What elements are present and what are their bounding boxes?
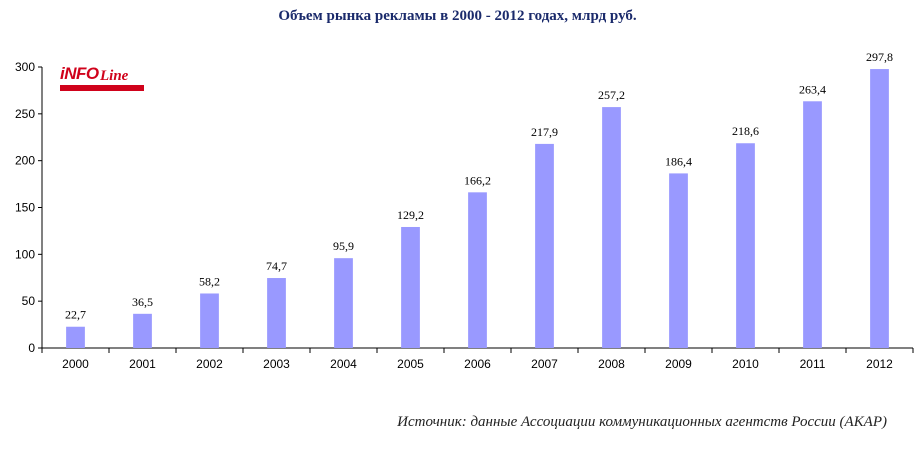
y-tick-label: 100 <box>15 247 35 261</box>
bar-2006 <box>468 192 487 348</box>
data-label-2001: 36,5 <box>132 295 153 309</box>
data-label-2005: 129,2 <box>397 208 424 222</box>
x-tick-label-2008: 2008 <box>598 357 625 371</box>
infoline-logo: iNFO Line <box>60 64 146 96</box>
x-tick-label-2012: 2012 <box>866 357 893 371</box>
source-note: Источник: данные Ассоциации коммуникацио… <box>397 414 887 430</box>
data-label-2002: 58,2 <box>199 274 220 288</box>
bar-2001 <box>133 313 152 348</box>
logo-tagline-bar <box>60 85 144 91</box>
chart-title: Объем рынка рекламы в 2000 - 2012 годах,… <box>278 8 637 24</box>
y-tick-label: 200 <box>15 154 35 168</box>
x-tick-label-2002: 2002 <box>196 357 223 371</box>
data-label-2012: 297,8 <box>866 50 893 64</box>
x-tick-label-2000: 2000 <box>62 357 89 371</box>
bar-2009 <box>669 173 688 348</box>
data-label-2004: 95,9 <box>333 239 354 253</box>
y-tick-label: 300 <box>15 60 35 74</box>
logo-main-text: iNFO <box>60 64 99 83</box>
x-tick-label-2005: 2005 <box>397 357 424 371</box>
bar-2005 <box>401 226 420 348</box>
x-tick-label-2009: 2009 <box>665 357 692 371</box>
y-tick-label: 50 <box>22 294 36 308</box>
bar-2004 <box>334 258 353 348</box>
data-label-2008: 257,2 <box>598 88 625 102</box>
y-tick-label: 250 <box>15 107 35 121</box>
bar-2002 <box>200 293 219 348</box>
bar-2003 <box>267 278 286 348</box>
data-label-2011: 263,4 <box>799 82 826 96</box>
data-label-2007: 217,9 <box>531 125 558 139</box>
x-tick-label-2003: 2003 <box>263 357 290 371</box>
y-tick-label: 150 <box>15 201 35 215</box>
x-tick-label-2010: 2010 <box>732 357 759 371</box>
x-tick-label-2001: 2001 <box>129 357 156 371</box>
bar-2012 <box>870 69 889 348</box>
bar-2007 <box>535 143 554 348</box>
bar-2011 <box>803 101 822 348</box>
bar-2008 <box>602 107 621 349</box>
logo-script-text: Line <box>100 68 129 84</box>
data-label-2009: 186,4 <box>665 154 692 168</box>
bar-2000 <box>66 326 85 348</box>
y-tick-label: 0 <box>28 341 35 355</box>
x-tick-label-2004: 2004 <box>330 357 357 371</box>
data-label-2003: 74,7 <box>266 259 287 273</box>
x-tick-label-2011: 2011 <box>800 357 826 371</box>
data-label-2000: 22,7 <box>65 308 86 322</box>
data-label-2010: 218,6 <box>732 124 759 138</box>
data-label-2006: 166,2 <box>464 173 491 187</box>
bar-2010 <box>736 143 755 348</box>
x-tick-label-2006: 2006 <box>464 357 491 371</box>
x-tick-label-2007: 2007 <box>531 357 558 371</box>
